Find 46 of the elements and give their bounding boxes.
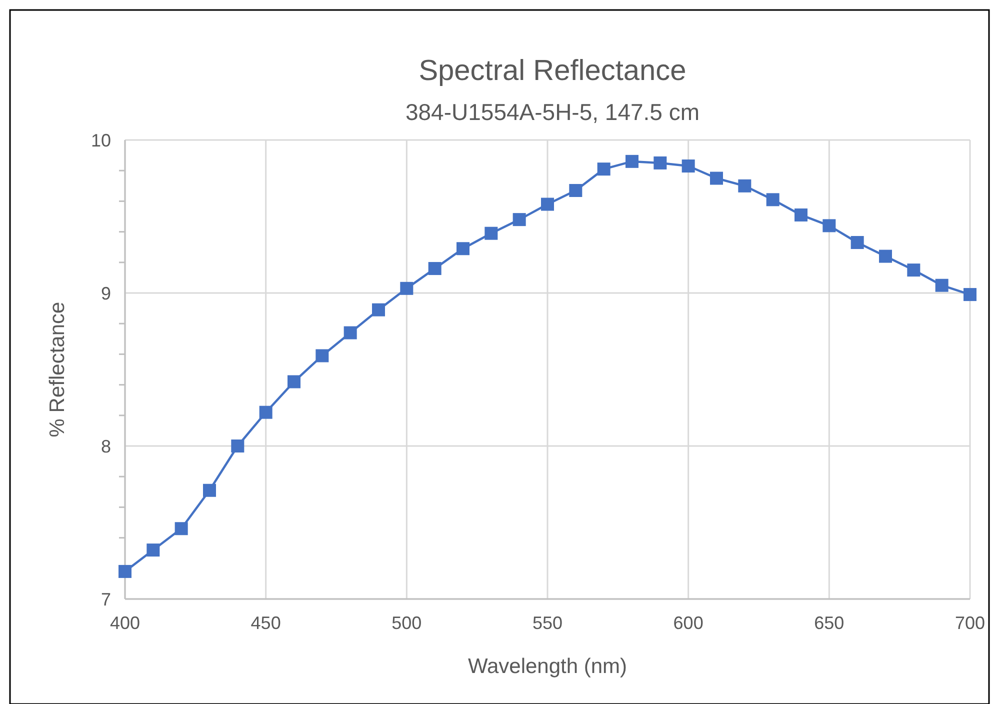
point: [766, 193, 780, 206]
point: [316, 349, 329, 362]
y-tick-label: 10: [90, 130, 111, 150]
y-tick-label: 8: [100, 436, 111, 456]
point: [288, 375, 300, 388]
point: [822, 219, 836, 232]
point: [541, 198, 554, 211]
point: [259, 406, 272, 419]
point: [626, 154, 638, 168]
point: [569, 184, 582, 197]
point: [794, 208, 808, 222]
x-tick-label: 500: [392, 613, 422, 633]
chart-subtitle: 384-U1554A-5H-5, 147.5 cm: [405, 99, 700, 125]
x-tick-label: 450: [250, 613, 281, 633]
point: [203, 484, 216, 497]
point: [372, 303, 385, 316]
point: [484, 226, 498, 240]
point: [400, 282, 414, 295]
point: [907, 264, 920, 277]
point: [512, 213, 526, 226]
point: [146, 544, 160, 557]
point: [964, 288, 976, 302]
x-tick-label: 400: [110, 613, 140, 633]
point: [597, 162, 610, 176]
x-tick-label: 600: [673, 613, 704, 633]
point: [710, 172, 723, 185]
chart-title: Spectral Reflectance: [418, 55, 686, 87]
point: [935, 278, 948, 292]
x-tick-label: 550: [532, 613, 563, 633]
point: [428, 262, 442, 276]
y-tick-label: 9: [100, 283, 111, 304]
point: [174, 522, 188, 536]
y-axis-title: % Reflectance: [46, 302, 69, 438]
point: [850, 236, 864, 250]
point: [738, 179, 752, 192]
point: [118, 564, 132, 578]
point: [231, 440, 244, 452]
x-tick-label: 650: [814, 613, 844, 633]
point: [654, 156, 667, 170]
x-tick-label: 700: [954, 613, 986, 633]
y-tick-label: 7: [100, 589, 111, 610]
point: [682, 160, 695, 173]
point: [344, 326, 357, 340]
x-axis-title: Wavelength (nm): [468, 655, 628, 678]
point: [879, 250, 892, 263]
point: [456, 242, 470, 256]
